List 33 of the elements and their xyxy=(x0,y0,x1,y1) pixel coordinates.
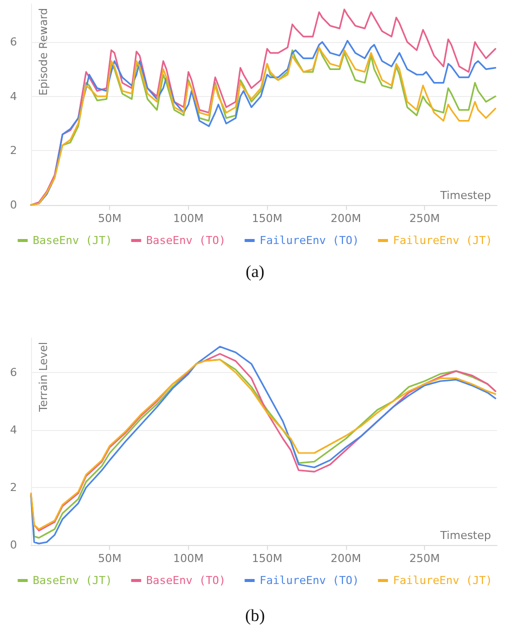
x-tick-label: 50M xyxy=(98,212,122,225)
x-tick-label: 100M xyxy=(173,552,204,565)
legend-label: FailureEnv (JT) xyxy=(392,234,492,247)
x-tick-label: 150M xyxy=(252,552,282,565)
x-tick-label: 150M xyxy=(252,212,282,225)
y-tick-label: 6 xyxy=(10,366,17,379)
y-tick-label: 6 xyxy=(10,36,17,49)
legend-label: BaseEnv (JT) xyxy=(32,234,112,247)
legend-label: BaseEnv (JT) xyxy=(32,574,112,587)
x-tick-label: 200M xyxy=(330,552,362,565)
legend-label: FailureEnv (TO) xyxy=(260,234,359,247)
line-series xyxy=(30,8,496,206)
text: (b) xyxy=(244,606,266,626)
y-tick-label: 2 xyxy=(10,481,17,494)
y-tick-label: 4 xyxy=(10,90,17,103)
x-tick-label: 250M xyxy=(409,212,440,225)
x-axis-title: Timestep xyxy=(439,529,492,542)
x-axis-title: Timestep xyxy=(439,189,492,202)
text: (a) xyxy=(244,262,266,282)
y-axis-title: Episode Reward xyxy=(37,8,50,96)
y-tick-label: 0 xyxy=(10,198,17,212)
x-tick-label: 100M xyxy=(173,212,204,225)
x-tick-label: 250M xyxy=(409,552,440,565)
y-tick-label: 4 xyxy=(10,424,17,436)
y-tick-label: 2 xyxy=(10,144,17,158)
y-axis-title: Terrain Level xyxy=(37,342,50,413)
legend-label: BaseEnv (TO) xyxy=(146,574,226,587)
legend-label: FailureEnv (JT) xyxy=(392,574,492,587)
x-tick-label: 50M xyxy=(98,552,122,565)
legend-label: FailureEnv (TO) xyxy=(260,574,359,587)
legend-label: BaseEnv (TO) xyxy=(146,234,226,247)
x-tick-label: 200M xyxy=(330,212,362,225)
y-tick-label: 0 xyxy=(10,538,17,552)
